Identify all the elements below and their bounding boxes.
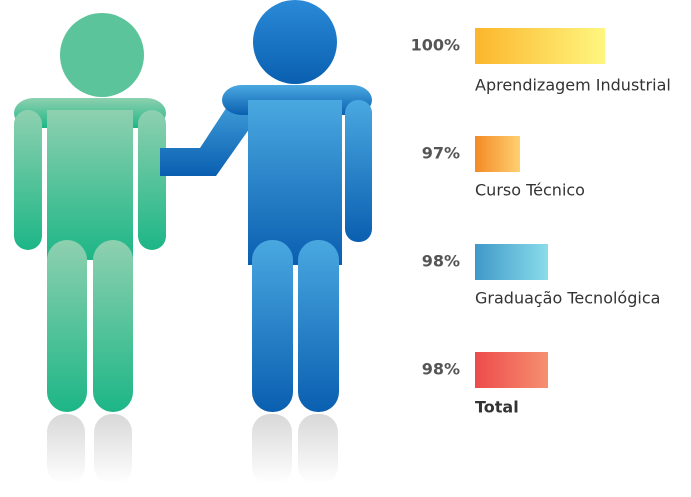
bar: [475, 136, 520, 172]
percentage: 98%: [422, 252, 460, 271]
label: Aprendizagem Industrial: [475, 76, 671, 95]
percentage: 97%: [422, 144, 460, 163]
label: Total: [475, 398, 519, 417]
row: 100% Aprendizagem Industrial: [411, 28, 671, 95]
bar: [475, 28, 605, 64]
bar: [475, 352, 548, 388]
row: 98% Graduação Tecnológica: [422, 244, 661, 308]
label: Curso Técnico: [475, 181, 585, 200]
reflection: [47, 414, 338, 484]
row: 98% Total: [422, 352, 548, 417]
green-person: [14, 13, 166, 412]
blue-person: [160, 0, 372, 412]
label: Graduação Tecnológica: [475, 289, 660, 308]
infographic: 100% Aprendizagem Industrial 97% Curso T…: [0, 0, 691, 497]
percentage: 98%: [422, 360, 460, 379]
bar: [475, 244, 548, 280]
percentage: 100%: [411, 36, 460, 55]
row: 97% Curso Técnico: [422, 136, 585, 200]
